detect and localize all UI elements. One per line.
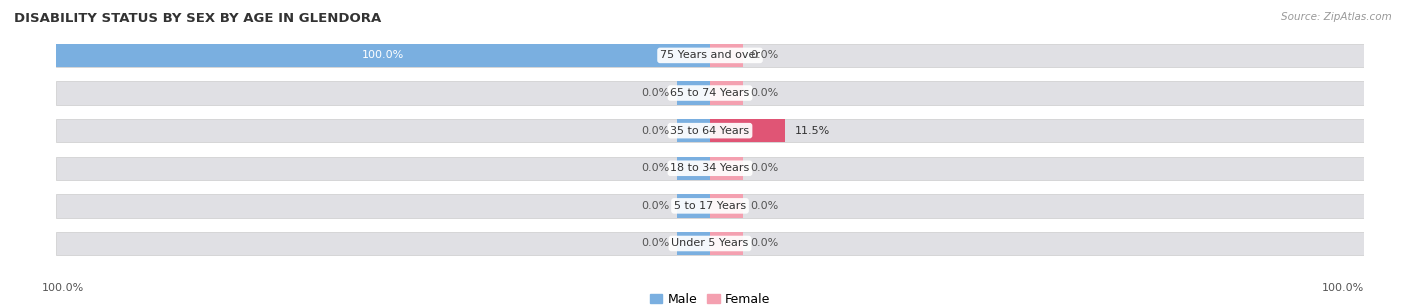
- Text: 0.0%: 0.0%: [751, 201, 779, 211]
- Text: 18 to 34 Years: 18 to 34 Years: [671, 163, 749, 173]
- Text: 100.0%: 100.0%: [361, 50, 405, 60]
- Text: 0.0%: 0.0%: [751, 88, 779, 98]
- Bar: [56, 44, 1364, 67]
- Text: 0.0%: 0.0%: [641, 201, 669, 211]
- Bar: [710, 194, 742, 217]
- Bar: [678, 156, 710, 180]
- Text: 100.0%: 100.0%: [42, 283, 84, 293]
- Text: 5 to 17 Years: 5 to 17 Years: [673, 201, 747, 211]
- Bar: [56, 119, 1364, 142]
- Text: 11.5%: 11.5%: [794, 126, 831, 136]
- Text: 65 to 74 Years: 65 to 74 Years: [671, 88, 749, 98]
- Text: DISABILITY STATUS BY SEX BY AGE IN GLENDORA: DISABILITY STATUS BY SEX BY AGE IN GLEND…: [14, 12, 381, 25]
- Text: 0.0%: 0.0%: [751, 163, 779, 173]
- Text: 0.0%: 0.0%: [641, 88, 669, 98]
- Text: Source: ZipAtlas.com: Source: ZipAtlas.com: [1281, 12, 1392, 22]
- Bar: [710, 156, 742, 180]
- Bar: [678, 119, 710, 142]
- Text: 0.0%: 0.0%: [751, 50, 779, 60]
- Bar: [56, 156, 1364, 180]
- Bar: [710, 119, 785, 142]
- Bar: [56, 44, 710, 67]
- Bar: [678, 194, 710, 217]
- Text: 35 to 64 Years: 35 to 64 Years: [671, 126, 749, 136]
- Bar: [56, 194, 1364, 217]
- Bar: [678, 232, 710, 255]
- Text: 100.0%: 100.0%: [1322, 283, 1364, 293]
- Bar: [710, 81, 742, 105]
- Text: 75 Years and over: 75 Years and over: [659, 50, 761, 60]
- Text: 0.0%: 0.0%: [641, 239, 669, 249]
- Text: 0.0%: 0.0%: [641, 126, 669, 136]
- Text: Under 5 Years: Under 5 Years: [672, 239, 748, 249]
- Bar: [710, 44, 742, 67]
- Bar: [56, 81, 1364, 105]
- Bar: [678, 81, 710, 105]
- Legend: Male, Female: Male, Female: [650, 293, 770, 305]
- Text: 0.0%: 0.0%: [641, 163, 669, 173]
- Bar: [56, 232, 1364, 255]
- Text: 100.0%: 100.0%: [4, 50, 46, 60]
- Bar: [710, 232, 742, 255]
- Text: 0.0%: 0.0%: [751, 239, 779, 249]
